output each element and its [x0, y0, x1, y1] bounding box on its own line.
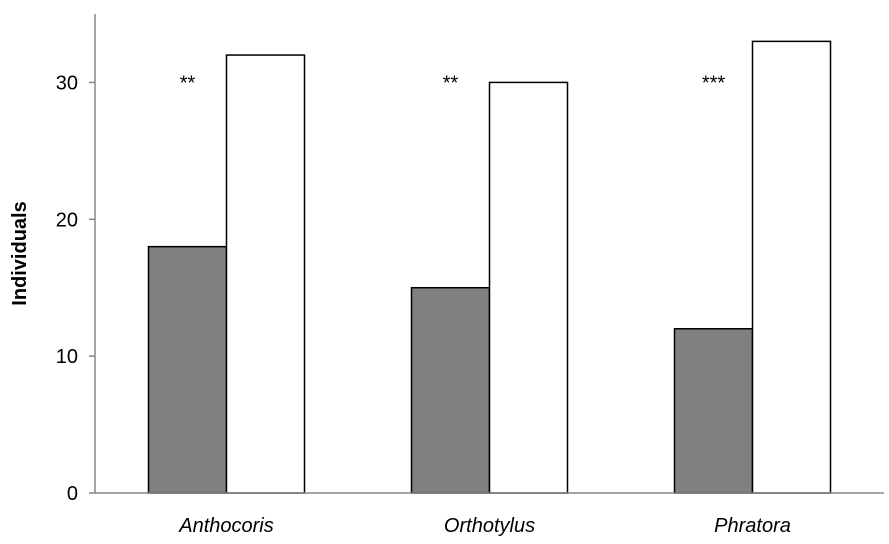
bar-orthotylus-series-2: [488, 81, 569, 494]
bar-anthocoris-series-1: [147, 245, 228, 494]
significance-label: **: [180, 72, 196, 94]
bar-orthotylus-series-1: [410, 286, 491, 494]
bar-anthocoris-series-2: [225, 54, 306, 494]
x-category-label: Anthocoris: [178, 515, 274, 537]
x-axis-categories: Anthocoris Orthotylus Phratora: [178, 515, 791, 537]
significance-label: ***: [702, 72, 726, 94]
x-category-label: Phratora: [714, 515, 791, 537]
y-tick-label: 0: [67, 483, 78, 505]
significance-label: **: [443, 72, 459, 94]
bar-phratora-series-2: [751, 40, 832, 494]
y-axis-ticks: 0 10 20 30: [56, 72, 95, 505]
significance-annotations: ** ** ***: [180, 72, 726, 94]
y-tick-label: 30: [56, 72, 78, 94]
y-tick-label: 20: [56, 209, 78, 231]
y-tick-label: 10: [56, 346, 78, 368]
bars-layer: [147, 40, 832, 494]
y-axis-title: Individuals: [9, 201, 31, 305]
bar-phratora-series-1: [673, 328, 754, 494]
x-category-label: Orthotylus: [444, 515, 535, 537]
